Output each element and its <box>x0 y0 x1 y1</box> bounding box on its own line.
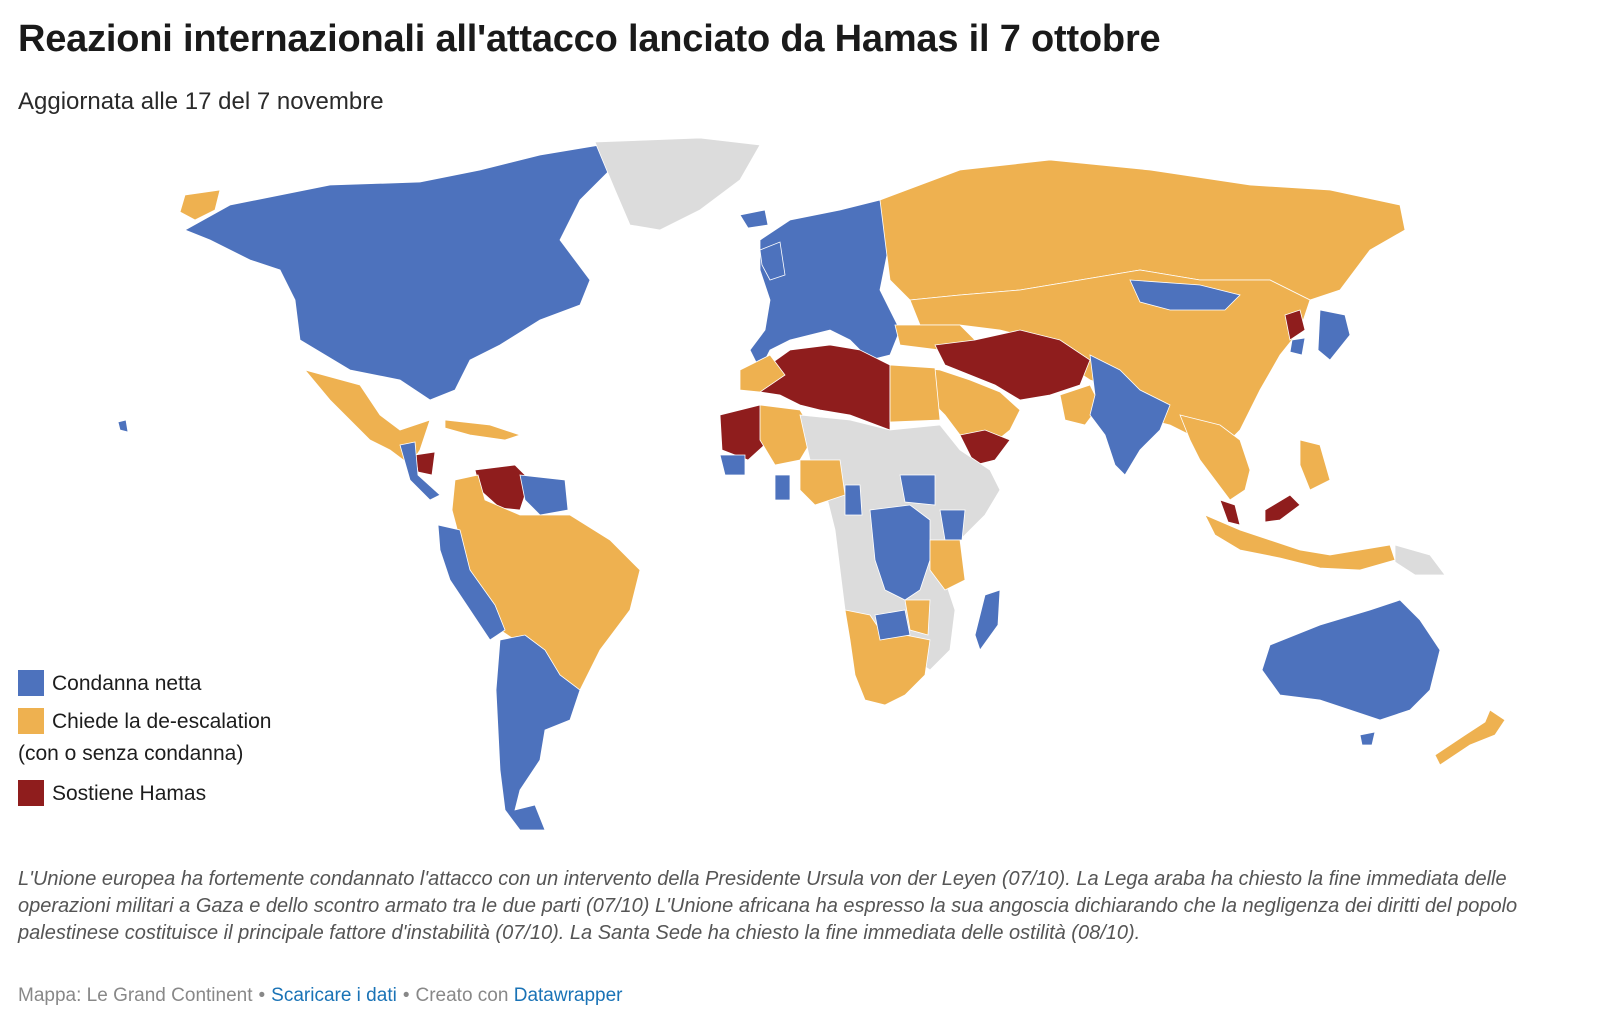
datawrapper-link[interactable]: Datawrapper <box>513 985 623 1006</box>
region-southern-cone[interactable] <box>495 634 581 830</box>
map-notes: L'Unione europea ha fortemente condannat… <box>18 868 1518 944</box>
world-map-svg <box>117 137 1506 830</box>
legend-label-deescalation: Chiede la de-escalation <box>52 710 272 733</box>
legend-label-deescalation-note: (con o senza condanna) <box>18 742 244 765</box>
region-nigeria[interactable] <box>799 459 846 506</box>
region-alaska[interactable] <box>179 189 221 221</box>
legend-item-condemn: Condanna netta <box>18 670 271 698</box>
footer-separator: • <box>258 985 266 1006</box>
legend-item-deescalation-note: (con o senza condanna) <box>18 740 271 768</box>
legend-item-deescalation: Chiede la de-escalation <box>18 708 271 736</box>
region-guyanas[interactable] <box>519 474 569 516</box>
region-morocco[interactable] <box>739 354 786 393</box>
map-title: Reazioni internazionali all'attacco lanc… <box>18 18 1161 60</box>
region-east-africa-yellow[interactable] <box>929 539 966 591</box>
legend-label-condemn: Condanna netta <box>52 672 202 695</box>
world-map <box>0 130 1600 830</box>
region-new-zealand[interactable] <box>1434 709 1506 766</box>
region-caribbean[interactable] <box>444 419 522 441</box>
legend-swatch-condemn <box>18 670 44 696</box>
region-central-africa-blue[interactable] <box>869 474 966 601</box>
map-footer: Mappa: Le Grand Continent • Scaricare i da… <box>18 985 623 1007</box>
source-credit: Mappa: Le Grand Continent <box>18 985 253 1006</box>
region-malaysia[interactable] <box>1219 494 1301 526</box>
region-egypt[interactable] <box>889 364 941 423</box>
region-central-america[interactable] <box>399 441 441 501</box>
region-north-korea[interactable] <box>1284 309 1306 341</box>
legend-item-supports: Sostiene Hamas <box>18 780 271 808</box>
region-mongolia[interactable] <box>1129 279 1241 311</box>
legend: Condanna netta Chiede la de-escalation (… <box>18 670 271 818</box>
region-greenland[interactable] <box>594 137 761 231</box>
region-se-asia[interactable] <box>1179 414 1251 501</box>
region-australia[interactable] <box>1261 599 1441 746</box>
region-hawaii[interactable] <box>117 419 129 433</box>
map-subtitle: Aggiornata alle 17 del 7 novembre <box>18 88 384 115</box>
region-indonesia[interactable] <box>1204 439 1396 571</box>
legend-swatch-deescalation <box>18 708 44 734</box>
created-with-label: Creato con <box>415 985 509 1006</box>
region-papua[interactable] <box>1394 544 1446 576</box>
download-data-link[interactable]: Scaricare i dati <box>271 985 397 1006</box>
region-west-africa-blue[interactable] <box>719 454 863 516</box>
region-peru-ecuador[interactable] <box>437 524 506 641</box>
region-canada-usa[interactable] <box>184 144 611 401</box>
region-zimbabwe[interactable] <box>874 609 911 641</box>
footer-separator: • <box>402 985 410 1006</box>
region-japan-korea[interactable] <box>1289 309 1351 361</box>
region-india[interactable] <box>1089 354 1171 476</box>
legend-swatch-supports <box>18 780 44 806</box>
region-uk-iceland[interactable] <box>739 209 786 281</box>
region-europe[interactable] <box>749 199 901 371</box>
legend-label-supports: Sostiene Hamas <box>52 782 207 805</box>
region-madagascar[interactable] <box>974 589 1001 651</box>
region-middle-east-red[interactable] <box>934 329 1091 401</box>
